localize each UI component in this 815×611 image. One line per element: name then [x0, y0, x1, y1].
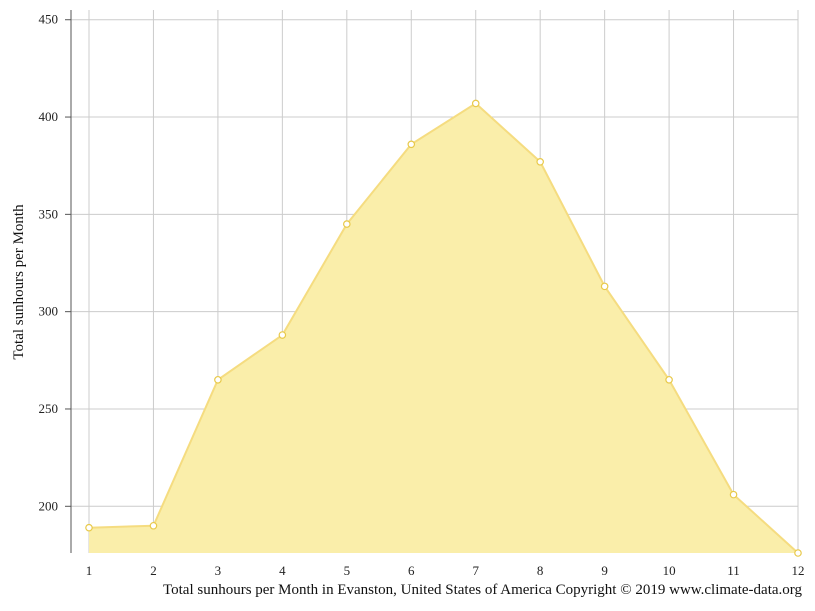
chart-caption: Total sunhours per Month in Evanston, Un… — [163, 582, 802, 598]
y-tick-label: 250 — [39, 401, 59, 416]
y-tick-label: 300 — [39, 304, 59, 319]
x-tick-label: 7 — [472, 563, 479, 578]
x-tick-label: 10 — [663, 563, 676, 578]
x-tick-label: 9 — [601, 563, 608, 578]
y-tick-label: 400 — [39, 109, 59, 124]
data-point — [471, 99, 480, 108]
data-point — [149, 521, 158, 530]
x-tick-label: 5 — [344, 563, 351, 578]
data-point — [600, 282, 609, 291]
data-point — [794, 549, 802, 557]
x-tick-label: 6 — [408, 563, 415, 578]
x-tick-label: 2 — [150, 563, 157, 578]
y-tick-labels: 200 250 300 350 400 450 — [39, 12, 71, 513]
data-point — [343, 220, 351, 228]
x-tick-label: 12 — [792, 563, 805, 578]
data-point — [536, 158, 544, 166]
x-tick-label: 11 — [727, 563, 740, 578]
series-line — [88, 102, 799, 554]
x-tick-label: 1 — [86, 563, 93, 578]
data-markers — [85, 99, 802, 557]
area-fill — [89, 103, 798, 553]
y-tick-label: 350 — [39, 206, 59, 221]
y-tick-label: 200 — [39, 498, 59, 513]
x-tick-label: 3 — [215, 563, 222, 578]
x-tick-label: 4 — [279, 563, 286, 578]
data-point — [407, 140, 416, 149]
data-point — [278, 331, 287, 339]
data-point — [214, 375, 222, 384]
data-point — [665, 375, 673, 384]
area-series — [88, 102, 799, 554]
x-tick-labels: 1 2 3 4 5 6 7 8 9 10 11 12 — [86, 563, 805, 578]
data-point — [729, 490, 738, 499]
y-axis-label: Total sunhours per Month — [11, 204, 27, 360]
y-tick-label: 450 — [39, 12, 59, 27]
x-tick-label: 8 — [537, 563, 544, 578]
data-point — [85, 523, 93, 532]
